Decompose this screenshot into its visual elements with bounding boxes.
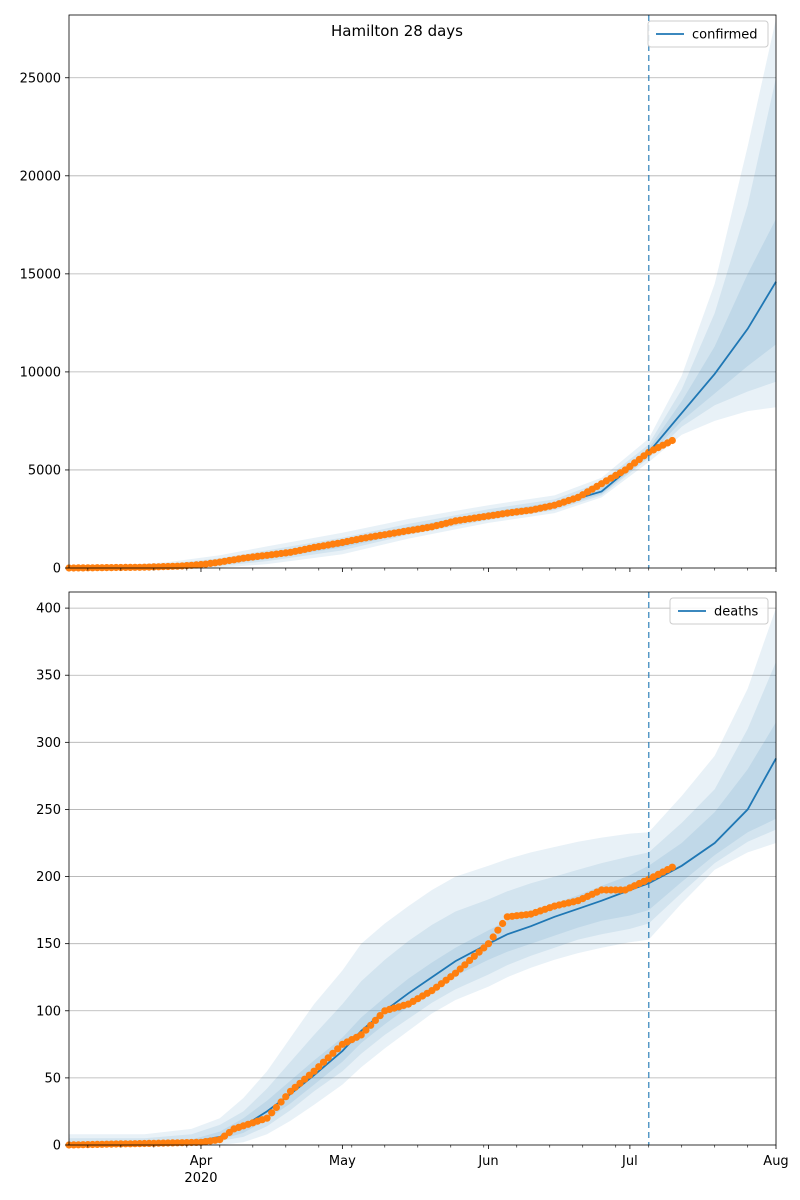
observed-point (263, 1114, 271, 1122)
uncertainty-band-1 (69, 18, 776, 568)
observed-point (357, 1031, 365, 1039)
y-tick-label: 0 (53, 1139, 61, 1154)
observed-point (470, 952, 478, 960)
observed-point (286, 1087, 295, 1095)
observed-point (494, 926, 502, 934)
legend: deaths (669, 597, 769, 625)
y-tick-label: 50 (44, 1071, 61, 1086)
axes-frame (68, 14, 777, 569)
observed-point (484, 940, 493, 948)
observed-point (315, 1063, 323, 1071)
observed-point (272, 1103, 280, 1111)
deaths-panel: 0 50 100 150 200 250 300 350 400 Apr 2020 May Jun Jul… (36, 591, 789, 1186)
legend-box (669, 597, 769, 625)
x-tick-label: Jul (621, 1154, 638, 1169)
observed-point (499, 919, 507, 928)
observed-point (310, 1067, 318, 1075)
observed-point (362, 1026, 370, 1034)
x-tick-label: Apr (190, 1154, 213, 1169)
observed-point (451, 969, 460, 977)
observed-point (319, 1058, 328, 1066)
observed-point (367, 1021, 375, 1029)
x-tick-label: Aug (763, 1154, 788, 1169)
observed-point (296, 1079, 304, 1087)
observed-point (475, 948, 483, 956)
observed-point (301, 1075, 309, 1083)
observed-point (668, 863, 676, 871)
y-tick-label: 0 (53, 562, 61, 577)
observed-point (329, 1049, 337, 1057)
uncertainty-band-2 (69, 661, 776, 1145)
uncertainty-band-3 (69, 218, 776, 568)
uncertainty-band-2 (69, 77, 776, 569)
x-tick-label: May (329, 1154, 356, 1169)
observed-point (305, 1071, 313, 1079)
observed-point (480, 944, 488, 952)
y-tick-label: 10000 (20, 365, 61, 380)
y-tick-label: 200 (36, 870, 61, 885)
confirmed-panel: 0 5000 10000 15000 20000 25000 confirmed (20, 14, 777, 577)
axes-frame (68, 591, 777, 1146)
uncertainty-band-1 (69, 608, 776, 1145)
legend-label: deaths (714, 605, 759, 620)
y-tick-label: 250 (36, 803, 61, 818)
x-tick-sublabel: 2020 (184, 1171, 217, 1186)
y-tick-label: 400 (36, 602, 61, 617)
legend-box (647, 20, 769, 48)
observed-point (277, 1098, 285, 1106)
chart-title: Hamilton 28 days (331, 22, 463, 40)
y-tick-label: 150 (36, 937, 61, 952)
observed-point (461, 961, 469, 969)
y-tick-label: 300 (36, 736, 61, 751)
y-tick-label: 350 (36, 669, 61, 684)
observed-point (466, 956, 474, 965)
observed-point (334, 1045, 342, 1053)
legend: confirmed (647, 20, 769, 48)
observed-point (371, 1016, 379, 1024)
observed-point (268, 1109, 276, 1117)
legend-label: confirmed (692, 28, 758, 43)
y-tick-label: 5000 (28, 463, 61, 478)
observed-point (291, 1083, 299, 1091)
observed-point (489, 933, 497, 941)
y-tick-label: 15000 (20, 267, 61, 282)
y-tick-label: 20000 (20, 169, 61, 184)
observed-point (324, 1054, 332, 1062)
x-tick-label: Jun (477, 1154, 498, 1169)
observed-point (376, 1012, 384, 1020)
y-tick-label: 100 (36, 1004, 61, 1019)
observed-point (668, 436, 676, 445)
observed-point (282, 1093, 290, 1101)
observed-point (456, 965, 464, 973)
y-tick-label: 25000 (20, 71, 61, 86)
